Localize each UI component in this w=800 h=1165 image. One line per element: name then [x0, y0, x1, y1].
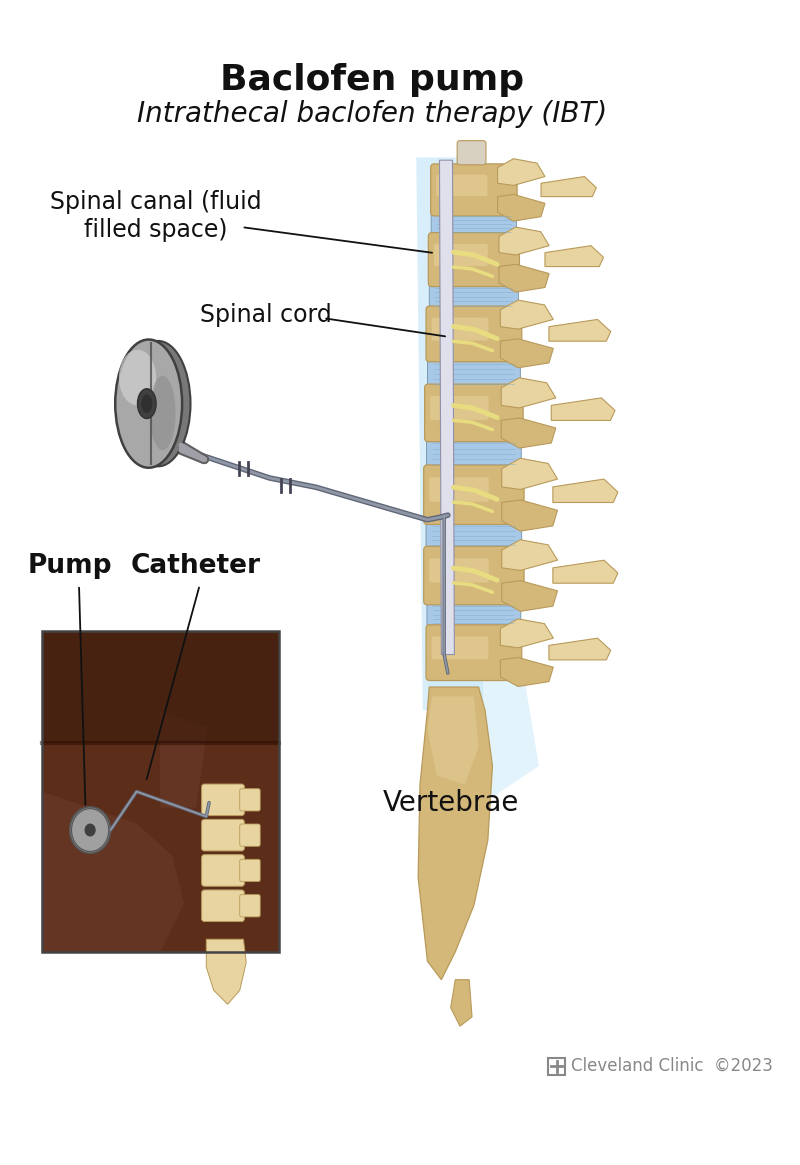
Text: Intrathecal baclofen therapy (IBT): Intrathecal baclofen therapy (IBT) [137, 100, 606, 128]
FancyBboxPatch shape [240, 824, 260, 846]
FancyBboxPatch shape [430, 396, 489, 419]
FancyBboxPatch shape [430, 164, 517, 216]
FancyBboxPatch shape [426, 624, 522, 680]
FancyBboxPatch shape [240, 789, 260, 811]
FancyBboxPatch shape [240, 860, 260, 882]
Polygon shape [498, 195, 545, 221]
Polygon shape [551, 398, 615, 421]
Polygon shape [418, 687, 493, 980]
FancyBboxPatch shape [427, 360, 520, 388]
Polygon shape [545, 246, 603, 267]
Text: Cleveland Clinic  ©2023: Cleveland Clinic ©2023 [570, 1057, 772, 1075]
Text: Vertebrae: Vertebrae [382, 789, 519, 817]
FancyBboxPatch shape [432, 318, 488, 340]
Polygon shape [502, 418, 556, 449]
FancyBboxPatch shape [434, 243, 488, 266]
FancyBboxPatch shape [202, 890, 244, 922]
FancyBboxPatch shape [206, 819, 240, 828]
FancyBboxPatch shape [430, 478, 489, 502]
Polygon shape [439, 160, 454, 655]
Polygon shape [541, 177, 596, 197]
FancyBboxPatch shape [206, 890, 240, 899]
FancyBboxPatch shape [430, 558, 489, 582]
Polygon shape [450, 980, 472, 1026]
FancyBboxPatch shape [425, 384, 523, 442]
FancyBboxPatch shape [206, 855, 240, 864]
FancyBboxPatch shape [432, 636, 488, 659]
FancyBboxPatch shape [424, 465, 524, 524]
Polygon shape [427, 655, 539, 803]
FancyBboxPatch shape [426, 522, 522, 550]
Ellipse shape [119, 350, 156, 405]
Polygon shape [416, 157, 483, 711]
Polygon shape [42, 791, 184, 952]
Polygon shape [502, 500, 558, 531]
Polygon shape [160, 712, 208, 807]
Polygon shape [549, 319, 610, 341]
Text: Baclofen pump: Baclofen pump [220, 63, 524, 98]
Text: Pump: Pump [27, 553, 112, 579]
Ellipse shape [70, 807, 110, 853]
Polygon shape [553, 479, 618, 502]
FancyBboxPatch shape [428, 233, 519, 287]
Polygon shape [42, 631, 278, 743]
Polygon shape [498, 158, 545, 185]
Polygon shape [500, 339, 554, 368]
FancyBboxPatch shape [42, 631, 278, 952]
Polygon shape [206, 939, 246, 1004]
Polygon shape [502, 539, 558, 571]
Polygon shape [499, 264, 549, 292]
FancyBboxPatch shape [424, 546, 524, 605]
Ellipse shape [71, 809, 109, 852]
Ellipse shape [142, 394, 152, 412]
Polygon shape [500, 619, 554, 648]
FancyBboxPatch shape [427, 601, 521, 628]
Text: Spinal cord: Spinal cord [200, 303, 331, 327]
FancyBboxPatch shape [426, 439, 522, 468]
Ellipse shape [150, 376, 176, 450]
Polygon shape [549, 638, 610, 659]
FancyBboxPatch shape [436, 175, 487, 196]
Ellipse shape [85, 824, 96, 836]
Polygon shape [427, 697, 478, 784]
Text: Catheter: Catheter [130, 553, 260, 579]
FancyBboxPatch shape [202, 855, 244, 887]
FancyBboxPatch shape [431, 212, 517, 236]
Ellipse shape [138, 389, 156, 418]
FancyBboxPatch shape [202, 819, 244, 850]
Polygon shape [553, 560, 618, 584]
FancyBboxPatch shape [426, 306, 522, 362]
Polygon shape [502, 458, 558, 489]
Polygon shape [499, 227, 549, 255]
Polygon shape [42, 631, 278, 952]
Polygon shape [502, 580, 558, 612]
Text: Spinal canal (fluid
filled space): Spinal canal (fluid filled space) [50, 190, 262, 242]
Ellipse shape [115, 339, 182, 467]
FancyBboxPatch shape [430, 284, 518, 310]
Ellipse shape [126, 341, 190, 466]
Polygon shape [502, 377, 556, 408]
FancyBboxPatch shape [202, 784, 244, 816]
FancyBboxPatch shape [240, 895, 260, 917]
Polygon shape [500, 657, 554, 686]
Polygon shape [500, 301, 554, 329]
FancyBboxPatch shape [457, 141, 486, 164]
